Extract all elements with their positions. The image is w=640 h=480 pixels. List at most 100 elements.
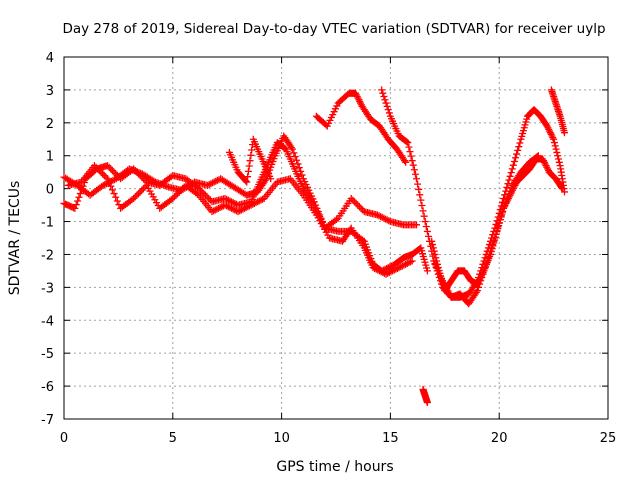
data-point: [473, 287, 481, 295]
data-point: [376, 267, 384, 275]
data-point: [175, 188, 183, 196]
data-point: [261, 176, 269, 184]
data-point: [74, 197, 82, 205]
data-point: [554, 152, 562, 160]
data-point: [404, 139, 412, 147]
data-point: [385, 269, 393, 277]
x-tick-label: 5: [169, 431, 177, 446]
data-point: [200, 190, 208, 198]
data-point: [198, 188, 206, 196]
data-point: [385, 109, 393, 117]
data-point: [138, 173, 146, 181]
y-tick-label: -4: [41, 314, 54, 329]
data-point: [496, 206, 504, 214]
data-point: [508, 165, 516, 173]
data-point: [548, 132, 556, 140]
data-point: [555, 158, 563, 166]
data-point: [397, 263, 405, 271]
data-point: [481, 254, 489, 262]
y-tick-labels: 4 3 2 1 0 -1 -2 -3 -4 -5 -6 -7: [41, 51, 54, 428]
data-point: [105, 163, 113, 171]
data-point: [290, 149, 298, 157]
data-point: [172, 191, 180, 199]
data-point: [407, 152, 415, 160]
data-point: [543, 122, 551, 130]
data-point: [244, 203, 252, 211]
data-point: [514, 146, 522, 154]
x-tick-label: 25: [600, 431, 617, 446]
data-point: [554, 155, 562, 163]
data-point: [131, 167, 139, 175]
data-point: [484, 244, 492, 252]
y-tick-label: -2: [41, 248, 54, 263]
data-point: [416, 191, 424, 199]
data-point: [438, 280, 446, 288]
data-point: [356, 97, 364, 105]
data-point: [218, 203, 226, 211]
data-point: [352, 91, 360, 99]
data-point: [371, 264, 379, 272]
data-point: [133, 191, 141, 199]
data-point: [472, 278, 480, 286]
data-point: [560, 129, 568, 137]
data-point: [385, 217, 393, 225]
data-point: [482, 250, 490, 258]
data-point: [500, 195, 508, 203]
data-point: [434, 270, 442, 278]
data-point: [493, 217, 501, 225]
data-point: [384, 106, 392, 114]
data-point: [135, 190, 143, 198]
data-point: [372, 265, 380, 273]
data-point: [511, 181, 519, 189]
data-point: [501, 191, 509, 199]
data-point: [431, 250, 439, 258]
data-point: [267, 175, 275, 183]
data-point: [241, 204, 249, 212]
data-point: [509, 185, 517, 193]
data-point: [478, 264, 486, 272]
y-tick-label: -6: [41, 380, 54, 395]
data-point: [139, 175, 147, 183]
data-point: [516, 139, 524, 147]
data-point: [476, 270, 484, 278]
data-point: [504, 180, 512, 188]
data-point: [113, 197, 121, 205]
data-point: [221, 195, 229, 203]
data-point: [544, 124, 552, 132]
data-point: [216, 204, 224, 212]
x-tick-label: 20: [491, 431, 508, 446]
data-point: [293, 156, 301, 164]
data-point: [383, 216, 391, 224]
data-point: [402, 158, 410, 166]
data-point: [550, 135, 558, 143]
data-point: [254, 198, 262, 206]
series-track-4: [225, 135, 275, 186]
data-point: [543, 163, 551, 171]
data-point: [255, 197, 263, 205]
data-point: [174, 190, 182, 198]
data-point: [94, 165, 102, 173]
data-point: [352, 89, 360, 97]
data-point: [408, 257, 416, 265]
data-point: [71, 204, 79, 212]
data-point: [349, 196, 357, 204]
data-point: [135, 170, 143, 178]
data-point: [228, 204, 236, 212]
data-point: [395, 264, 403, 272]
x-tick-label: 0: [60, 431, 68, 446]
data-point: [231, 199, 239, 207]
data-point: [179, 185, 187, 193]
data-point: [491, 224, 499, 232]
series-track-9: [547, 86, 568, 137]
data-point: [234, 208, 242, 216]
data-point: [252, 199, 260, 207]
grid: [64, 57, 608, 419]
data-point: [355, 96, 363, 104]
data-point: [229, 205, 237, 213]
data-point: [377, 213, 385, 221]
data-point: [246, 157, 254, 165]
data-point: [130, 195, 138, 203]
y-tick-label: -5: [41, 347, 54, 362]
data-point: [407, 258, 415, 266]
data-point: [195, 185, 203, 193]
